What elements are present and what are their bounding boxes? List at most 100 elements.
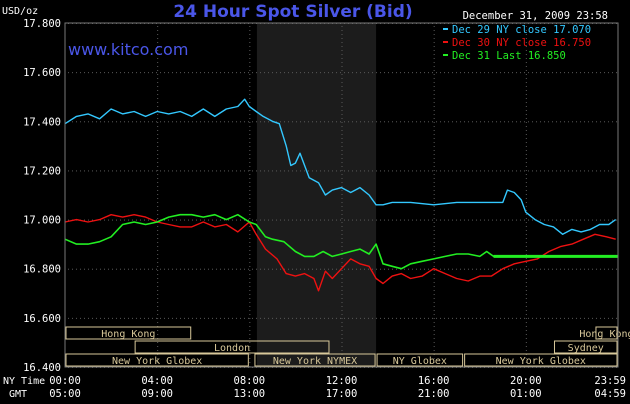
grid-dot-v [525,66,527,67]
grid-dot-v [157,306,159,307]
grid-dot-h [244,219,245,221]
grid-dot-h [172,268,173,270]
grid-dot-h [156,219,157,221]
grid-dot-h [568,72,569,74]
grid-dot-v [249,254,251,255]
grid-dot-h [124,72,125,74]
grid-dot-h [252,170,253,172]
grid-dot-h [152,317,153,319]
grid-dot-h [96,72,97,74]
y-axis-unit: USD/oz [2,6,38,17]
grid-dot-h [520,268,521,270]
grid-dot-h [580,121,581,123]
grid-dot-h [264,121,265,123]
grid-dot-h [384,170,385,172]
grid-dot-h [412,170,413,172]
grid-dot-h [316,121,317,123]
grid-dot-h [288,170,289,172]
grid-dot-v [249,342,251,343]
grid-dot-h [396,268,397,270]
grid-dot-v [249,98,251,99]
grid-dot-h [336,219,337,221]
grid-dot-v [341,222,343,223]
grid-dot-v [249,258,251,259]
grid-dot-h [420,72,421,74]
grid-dot-v [249,274,251,275]
grid-dot-h [388,121,389,123]
grid-dot-h [248,317,249,319]
grid-dot-v [433,186,435,187]
grid-dot-h [264,317,265,319]
grid-dot-v [157,58,159,59]
grid-dot-v [157,54,159,55]
grid-dot-h [92,219,93,221]
grid-dot-v [341,358,343,359]
grid-dot-h [352,317,353,319]
grid-dot-v [433,210,435,211]
grid-dot-h [536,170,537,172]
grid-dot-v [433,26,435,27]
grid-dot-v [249,130,251,131]
grid-dot-h [196,219,197,221]
grid-dot-h [236,317,237,319]
grid-dot-h [272,317,273,319]
grid-dot-v [433,170,435,171]
grid-dot-h [404,72,405,74]
grid-dot-h [256,121,257,123]
grid-dot-h [472,317,473,319]
grid-dot-h [488,268,489,270]
grid-dot-v [433,250,435,251]
grid-dot-v [525,302,527,303]
grid-dot-h [400,72,401,74]
grid-dot-v [525,166,527,167]
grid-dot-v [433,362,435,363]
grid-dot-v [341,322,343,323]
grid-dot-h [456,317,457,319]
grid-dot-v [525,138,527,139]
grid-dot-h [556,170,557,172]
grid-dot-h [300,121,301,123]
grid-dot-v [525,286,527,287]
grid-dot-h [364,317,365,319]
grid-dot-v [525,146,527,147]
grid-dot-h [316,219,317,221]
grid-dot-h [564,121,565,123]
grid-dot-h [88,72,89,74]
grid-dot-h [276,170,277,172]
grid-dot-v [249,146,251,147]
grid-dot-h [460,317,461,319]
grid-dot-v [433,174,435,175]
grid-dot-h [340,121,341,123]
grid-dot-h [176,268,177,270]
x-tick-label-ny: 23:59 [594,375,626,387]
grid-dot-v [157,286,159,287]
grid-dot-h [236,219,237,221]
grid-dot-h [288,219,289,221]
grid-dot-h [392,219,393,221]
session-box-outline [376,353,464,367]
grid-dot-h [436,121,437,123]
grid-dot-h [396,317,397,319]
grid-dot-h [292,72,293,74]
grid-dot-h [280,268,281,270]
grid-dot-v [341,302,343,303]
grid-dot-h [512,121,513,123]
grid-dot-h [376,170,377,172]
grid-dot-h [100,268,101,270]
grid-dot-h [120,170,121,172]
grid-dot-h [300,268,301,270]
grid-dot-h [396,170,397,172]
grid-dot-v [157,126,159,127]
grid-dot-h [320,219,321,221]
grid-dot-h [568,317,569,319]
grid-dot-h [264,170,265,172]
grid-dot-v [341,202,343,203]
session-box: New York NYMEX [254,353,376,367]
grid-dot-v [433,322,435,323]
grid-dot-h [332,268,333,270]
grid-dot-h [216,268,217,270]
grid-dot-h [488,170,489,172]
grid-dot-v [157,334,159,335]
grid-dot-v [249,34,251,35]
grid-dot-h [516,268,517,270]
